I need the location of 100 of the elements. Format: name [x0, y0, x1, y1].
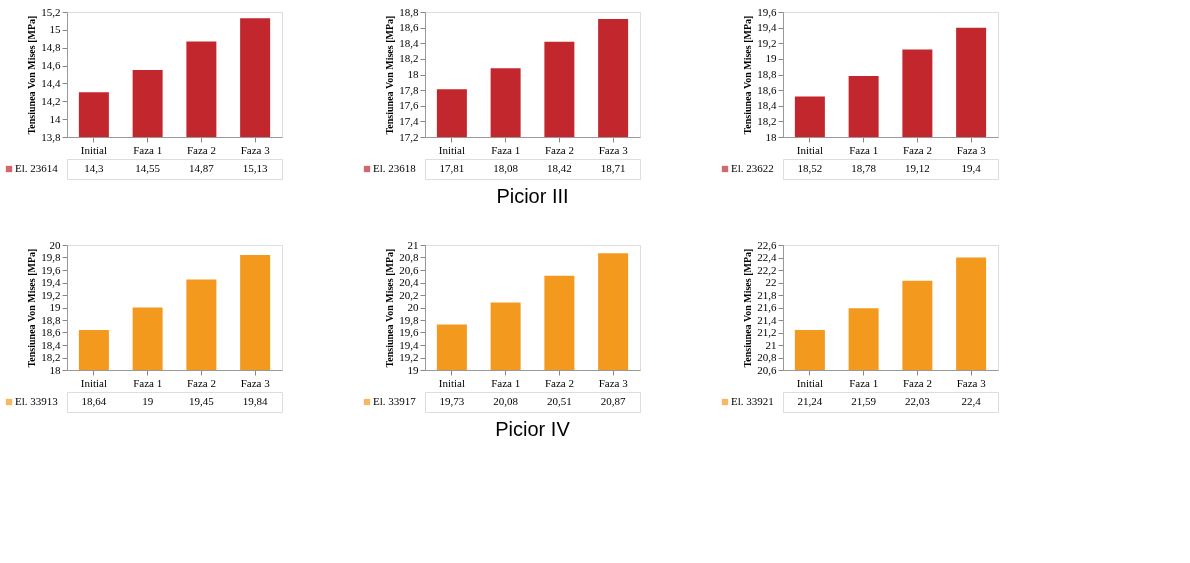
x-tick-label: Faza 3: [956, 376, 987, 389]
y-tick-label: 19,8: [399, 313, 419, 326]
y-tick-label: 18,6: [41, 326, 61, 338]
y-tick-label: 14,4: [41, 76, 61, 89]
y-tick-label: 19,4: [41, 276, 61, 288]
x-tick-label: Faza 3: [598, 376, 629, 389]
x-tick-label: Faza 1: [491, 376, 521, 389]
x-tick-label: Initial: [80, 376, 108, 389]
data-label: 14,55: [135, 162, 161, 174]
y-tick-label: 17,4: [399, 114, 419, 127]
data-label: 21,24: [797, 395, 823, 407]
y-tick-label: 20,8: [399, 251, 419, 263]
data-label: 19,12: [905, 162, 930, 174]
y-tick-label: 18,8: [399, 5, 419, 18]
x-tick-label: Faza 3: [598, 143, 629, 156]
x-tick-label: Initial: [796, 376, 824, 389]
x-tick-label: Faza 1: [849, 143, 879, 156]
y-tick-label: 19,4: [399, 338, 419, 351]
y-tick-label: 21,6: [757, 301, 777, 313]
y-tick-label: 18,6: [757, 83, 777, 96]
y-tick-label: 17,8: [399, 83, 419, 96]
y-tick-label: 18,2: [41, 351, 61, 363]
y-tick-label: 18,2: [399, 52, 419, 65]
y-tick-label: 18,4: [41, 338, 61, 351]
y-tick-label: 14,2: [41, 94, 61, 107]
x-tick-label: Faza 2: [186, 376, 216, 389]
data-label: 19,45: [189, 395, 215, 407]
y-tick-label: 14,6: [41, 59, 61, 72]
y-tick-label: 18,6: [399, 21, 419, 34]
y-tick-label: 19,8: [41, 251, 61, 263]
y-tick-label: 19,6: [399, 326, 419, 338]
data-label: 19,4: [961, 162, 982, 174]
y-tick-label: 18,8: [757, 68, 777, 80]
y-tick-label: 17,2: [399, 130, 419, 143]
data-label: 21,59: [851, 395, 877, 407]
y-tick-label: 18: [765, 130, 777, 143]
y-tick-label: 20: [407, 301, 419, 313]
data-label: 18,52: [797, 162, 823, 174]
x-tick-label: Initial: [796, 143, 824, 156]
y-tick-label: 14: [49, 112, 61, 125]
y-tick-label: 21: [765, 338, 777, 351]
data-label: 18,08: [493, 162, 519, 174]
legend-label: El. 23614: [15, 162, 59, 174]
x-tick-label: Faza 2: [902, 143, 932, 156]
y-tick-label: 22,4: [757, 251, 777, 263]
x-tick-label: Faza 2: [544, 143, 574, 156]
y-axis-title: Tensiunea Von Mises [MPa]: [26, 248, 38, 368]
data-label: 18,78: [851, 162, 877, 174]
x-tick-label: Faza 1: [849, 376, 879, 389]
y-tick-label: 19,4: [757, 21, 777, 34]
y-tick-label: 20,6: [399, 263, 419, 276]
data-label: 14,87: [189, 162, 215, 174]
x-tick-label: Initial: [80, 143, 108, 156]
text: Picior IV: [495, 418, 571, 440]
x-tick-label: Faza 1: [133, 143, 163, 156]
y-tick-label: 20,8: [757, 351, 777, 363]
y-tick-label: 19: [765, 52, 777, 65]
x-tick-label: Faza 1: [133, 376, 163, 389]
y-axis-title: Tensiunea Von Mises [MPa]: [384, 248, 396, 368]
x-tick-label: Faza 2: [544, 376, 574, 389]
y-tick-label: 20: [49, 238, 61, 251]
y-tick-label: 20,2: [399, 288, 419, 301]
x-tick-label: Initial: [438, 376, 466, 389]
y-axis-title: Tensiunea Von Mises [MPa]: [742, 248, 754, 368]
y-tick-label: 19,2: [41, 288, 61, 301]
data-label: 22,4: [961, 395, 982, 407]
data-label: 20,87: [600, 395, 626, 407]
y-tick-label: 17,6: [399, 99, 419, 112]
y-tick-label: 18: [49, 363, 61, 376]
y-tick-label: 19: [407, 363, 419, 376]
y-tick-label: 18,4: [399, 36, 419, 49]
data-label: 15,13: [242, 162, 268, 174]
y-axis-title: Tensiunea Von Mises [MPa]: [742, 15, 754, 135]
data-label: 22,03: [905, 395, 931, 407]
legend-label: El. 23622: [731, 162, 774, 174]
y-tick-label: 21,8: [757, 288, 777, 301]
y-tick-label: 19: [49, 301, 61, 313]
y-tick-label: 15: [49, 23, 61, 36]
y-tick-label: 22,2: [757, 263, 777, 276]
y-tick-label: 20,6: [757, 363, 777, 376]
legend-label: El. 33917: [373, 395, 417, 407]
y-tick-label: 20,4: [399, 276, 419, 288]
legend-label: El. 33913: [15, 395, 59, 407]
y-tick-label: 19,2: [399, 351, 419, 363]
data-label: 19,73: [439, 395, 465, 407]
y-tick-label: 18,2: [757, 114, 777, 127]
y-tick-label: 15,2: [41, 5, 61, 18]
text: Picior III: [496, 185, 569, 207]
data-label: 18,71: [600, 162, 626, 174]
y-tick-label: 21,4: [757, 313, 777, 326]
y-tick-label: 19,6: [757, 5, 777, 18]
x-tick-label: Faza 2: [902, 376, 932, 389]
x-tick-label: Initial: [438, 143, 466, 156]
data-label: 14,3: [84, 162, 104, 174]
x-tick-label: Faza 3: [240, 143, 271, 156]
y-tick-label: 21: [407, 238, 419, 251]
y-tick-label: 13,8: [41, 130, 61, 143]
data-label: 18,42: [547, 162, 572, 174]
data-label: 19: [142, 395, 154, 407]
y-tick-label: 18,4: [757, 99, 777, 112]
